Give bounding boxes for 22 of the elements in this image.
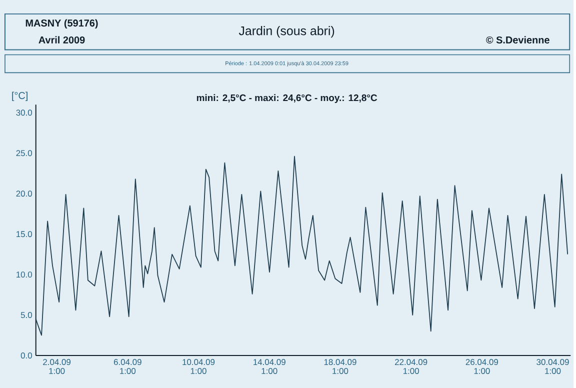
text: © S.Devienne [486, 36, 550, 44]
x-tick-label: 22.04.09 1:00 [395, 358, 428, 374]
text: Avril 2009 [38, 36, 85, 44]
y-tick-label: 25.0 [16, 150, 32, 156]
x-tick-label: 30.04.09 1:00 [536, 358, 569, 374]
y-axis-title: [°C] [12, 92, 28, 101]
text: mini: 2,5°C - maxi: 24,6°C - moy.: 12,8°C [196, 94, 378, 103]
y-tick-label: 5.0 [20, 312, 32, 318]
x-tick-label: 26.04.09 1:00 [466, 358, 498, 374]
y-tick-label: 20.0 [16, 190, 32, 196]
text: MASNY (59176) [26, 19, 98, 28]
y-tick-label: 30.0 [16, 109, 32, 116]
y-tick-label: 10.0 [16, 271, 32, 278]
x-tick-label: 18.04.09 1:00 [324, 358, 356, 374]
x-tick-label: 2.04.09 1:00 [43, 358, 71, 374]
chart-title: Jardin (sous abri) [238, 26, 334, 38]
x-tick-label: 14.04.09 1:00 [254, 358, 286, 374]
y-tick-label: 0.0 [20, 352, 32, 358]
x-tick-label: 10.04.09 1:00 [182, 358, 215, 374]
y-tick-label: 15.0 [16, 230, 32, 237]
line-series [36, 156, 568, 336]
x-tick-label: 6.04.09 1:00 [114, 358, 142, 374]
